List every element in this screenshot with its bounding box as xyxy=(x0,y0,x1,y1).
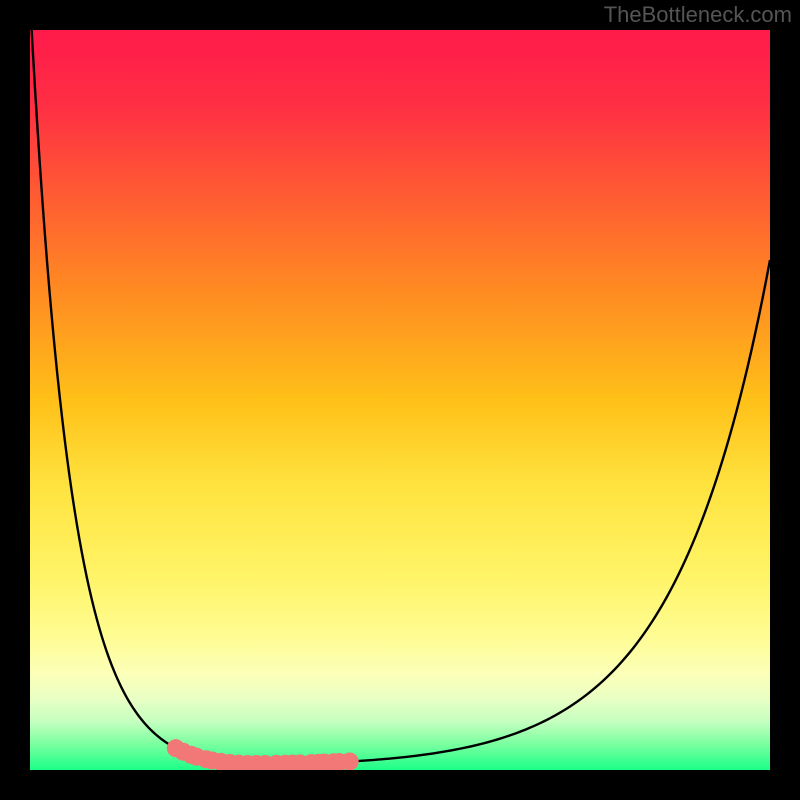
scatter-markers xyxy=(167,739,359,770)
curve-line xyxy=(30,30,770,764)
watermark-text: TheBottleneck.com xyxy=(604,2,792,28)
plot-area xyxy=(30,30,770,770)
chart-overlay xyxy=(30,30,770,770)
scatter-point xyxy=(341,753,359,771)
